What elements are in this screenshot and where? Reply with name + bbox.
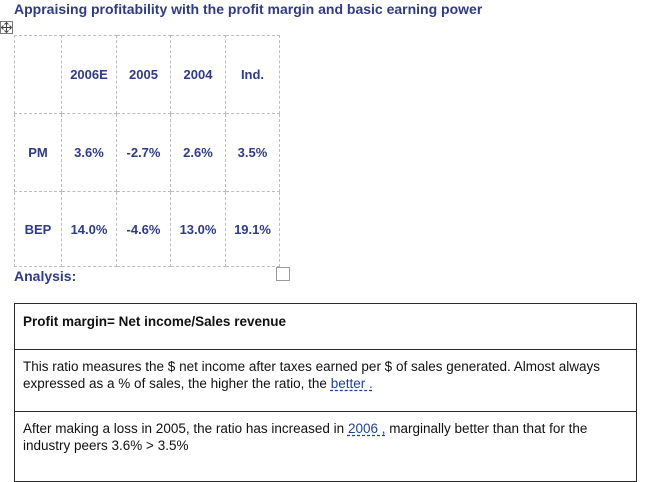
paragraph-text: This ratio measures the $ net income aft… (23, 359, 601, 391)
paragraph-text: marginally better than that for the indu… (23, 421, 588, 453)
page-title: Appraising profitability with the profit… (14, 1, 483, 17)
table-cell: -2.7% (116, 113, 171, 192)
header-cell-2004: 2004 (170, 35, 226, 114)
table-cell: 13.0% (170, 191, 226, 267)
row-label-pm: PM (14, 113, 62, 192)
answer-blank-2006[interactable]: 2006 , (347, 421, 386, 436)
header-cell-2006e: 2006E (61, 35, 117, 114)
analysis-row: After making a loss in 2005, the ratio h… (14, 411, 637, 482)
header-cell-2005: 2005 (116, 35, 171, 114)
analysis-row: Profit margin= Net income/Sales revenue (14, 303, 637, 350)
ratio-table: 2006E 2005 2004 Ind. PM 3.6% -2.7% 2.6% … (14, 35, 280, 267)
table-cell: 2.6% (170, 113, 226, 192)
table-cell: 3.6% (61, 113, 117, 192)
analysis-heading: Profit margin= Net income/Sales revenue (14, 303, 637, 350)
analysis-row: This ratio measures the $ net income aft… (14, 349, 637, 412)
table-cell: 19.1% (225, 191, 280, 267)
analysis-label: Analysis: (14, 268, 77, 284)
analysis-paragraph-1: This ratio measures the $ net income aft… (14, 349, 637, 412)
answer-blank-better[interactable]: better . (330, 376, 373, 391)
paragraph-text: After making a loss in 2005, the ratio h… (23, 421, 348, 436)
table-row-bep: BEP 14.0% -4.6% 13.0% 19.1% (14, 191, 280, 267)
table-row-pm: PM 3.6% -2.7% 2.6% 3.5% (14, 113, 280, 192)
move-arrows-icon[interactable] (0, 21, 13, 34)
header-cell-industry: Ind. (225, 35, 280, 114)
table-cell: -4.6% (116, 191, 171, 267)
table-cell: 14.0% (61, 191, 117, 267)
table-cell: 3.5% (225, 113, 280, 192)
row-label-bep: BEP (14, 191, 62, 267)
table-header-row: 2006E 2005 2004 Ind. (14, 35, 280, 114)
header-cell-empty (14, 35, 62, 114)
analysis-paragraph-2: After making a loss in 2005, the ratio h… (14, 411, 637, 482)
analysis-table: Profit margin= Net income/Sales revenue … (14, 303, 637, 482)
checkbox-icon[interactable] (276, 267, 290, 281)
